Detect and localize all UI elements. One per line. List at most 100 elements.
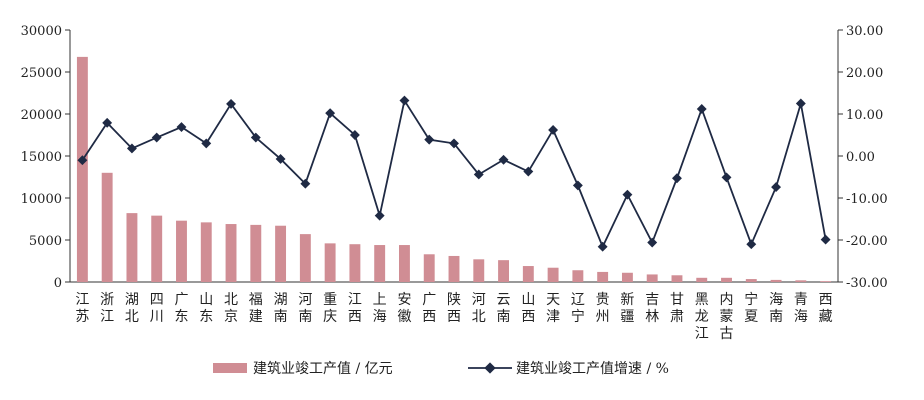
line-point (349, 130, 360, 140)
bar-series (76, 56, 832, 282)
line-point (647, 237, 658, 248)
bar (795, 280, 807, 282)
bar (473, 259, 485, 282)
line-point (226, 98, 236, 109)
category-labels: 江苏浙江湖北四川广东山东北京福建湖南河南重庆江西上海安徽广西陕西河北云南山西天津… (75, 291, 832, 342)
bar (572, 270, 584, 282)
category-label: 上海 (373, 292, 387, 325)
category-label: 河北 (472, 292, 486, 325)
bar (448, 255, 460, 282)
line-point (250, 132, 261, 143)
bar (151, 215, 163, 282)
left-tick-label: 25000 (21, 66, 62, 81)
category-label: 江苏 (75, 292, 89, 325)
category-label: 吉林 (645, 292, 659, 325)
left-tick-label: 30000 (21, 24, 62, 39)
line-point (523, 166, 534, 177)
category-label: 四川 (150, 292, 164, 325)
category-label: 辽宁 (571, 292, 585, 325)
right-tick-label: -10.00 (846, 192, 888, 207)
right-tick-label: 0.00 (846, 150, 875, 165)
line-point (275, 153, 286, 164)
legend: 建筑业竣工产值 / 亿元 建筑业竣工产值增速 / % (213, 361, 669, 377)
bar (423, 254, 435, 282)
bar (597, 271, 609, 282)
line-point (424, 134, 435, 145)
line-point (449, 138, 459, 149)
line-point (102, 117, 113, 128)
line-point (597, 241, 608, 252)
bar (721, 277, 732, 282)
category-label: 山东 (199, 292, 213, 325)
left-tick-label: 10000 (21, 192, 62, 207)
left-tick-label: 0 (54, 276, 62, 291)
line-point (820, 234, 831, 245)
line-point (548, 125, 559, 135)
category-label: 广东 (174, 292, 188, 325)
bar (646, 274, 658, 282)
category-label: 黑龙江 (695, 292, 709, 342)
category-label: 安徽 (397, 292, 411, 325)
category-label: 青海 (794, 292, 808, 325)
left-tick-label: 5000 (29, 234, 62, 249)
category-label: 浙江 (100, 292, 114, 325)
category-label: 江西 (348, 292, 362, 325)
category-label: 云南 (497, 292, 511, 325)
right-axis-ticks: -30.00 -20.00 -10.00 0.00 10.00 20.00 30.00 (838, 24, 888, 291)
category-label: 宁夏 (744, 291, 758, 325)
bar (349, 244, 361, 282)
bar (820, 281, 832, 282)
growth-line (81, 98, 827, 249)
category-label: 海南 (769, 292, 783, 325)
category-label: 西藏 (819, 292, 833, 325)
bar (399, 245, 410, 282)
category-label: 天津 (546, 292, 560, 325)
category-label: 广西 (422, 292, 436, 325)
category-label: 陕西 (447, 292, 461, 325)
line-point (77, 155, 88, 166)
bar (176, 220, 187, 282)
legend-line-label: 建筑业竣工产值增速 / % (516, 361, 669, 377)
bar (126, 213, 138, 282)
bar (200, 222, 212, 282)
right-tick-label: 20.00 (846, 66, 883, 81)
category-label: 贵州 (596, 292, 610, 325)
bar (225, 224, 237, 282)
category-label: 山西 (521, 292, 535, 325)
category-label: 湖北 (125, 292, 139, 325)
category-label: 湖南 (274, 292, 288, 325)
bar (324, 243, 336, 282)
line-point (795, 98, 806, 109)
line-point (399, 95, 410, 106)
line-point (696, 104, 707, 114)
line-point (672, 173, 682, 184)
left-tick-label: 15000 (21, 150, 62, 165)
legend-bar-swatch (213, 363, 247, 373)
right-tick-label: 10.00 (846, 108, 883, 123)
legend-line-marker (484, 362, 496, 374)
bar (745, 279, 757, 282)
plot-area: 0 5000 10000 15000 20000 25000 30000 -30.00 -20… (21, 24, 888, 342)
category-label: 新疆 (620, 292, 634, 325)
line-point (721, 172, 732, 183)
bar (275, 225, 287, 282)
line-series (77, 95, 831, 252)
bar (770, 279, 782, 282)
bar (250, 224, 262, 282)
line-point (176, 122, 187, 132)
category-label: 福建 (249, 292, 263, 325)
line-point (746, 239, 757, 250)
line-point (771, 182, 782, 193)
bar (522, 266, 534, 282)
bar (696, 277, 708, 282)
line-point (473, 169, 484, 180)
line-point (201, 138, 212, 149)
line-point (126, 143, 137, 154)
category-label: 甘肃 (670, 292, 684, 325)
bar (299, 234, 311, 282)
category-label: 河南 (298, 292, 312, 325)
line-point (300, 178, 311, 189)
bar (621, 272, 633, 282)
left-axis-ticks: 0 5000 10000 15000 20000 25000 30000 (21, 24, 70, 291)
